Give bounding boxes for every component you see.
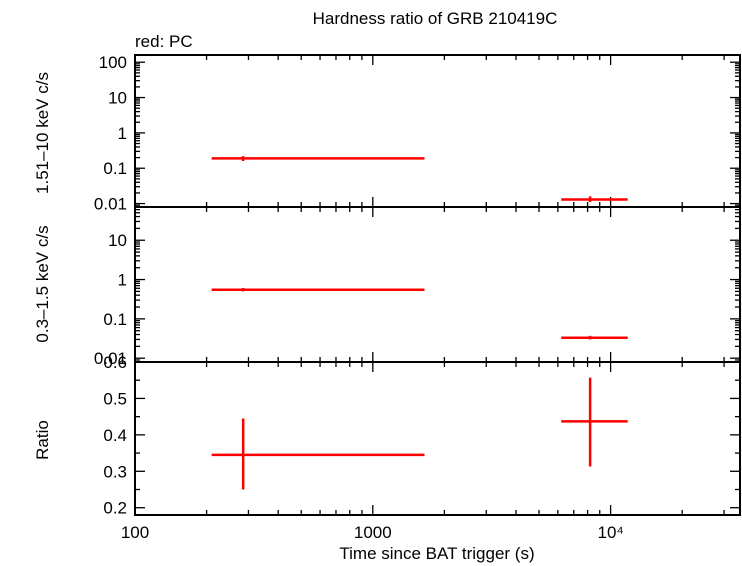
data-point [211,156,425,162]
y-tick-label: 0.01 [94,349,127,368]
panel-frame [134,206,741,363]
y-ticks [135,61,740,208]
data-point [561,377,628,467]
x-ticks [134,207,725,362]
y-tick-label: 10 [108,89,127,108]
panel-frame [134,54,741,208]
y-tick-label: 0.5 [103,389,127,408]
data-point [561,335,628,340]
y-tick-label: 0.3 [103,462,127,481]
y-axis-label: 1.51–10 keV c/s [33,72,52,194]
y-tick-label: 1 [118,124,127,143]
y-ticks [135,206,740,363]
y-tick-label: 0.4 [103,426,127,445]
x-ticks [134,55,725,207]
panel-top: 0.01 0.1 1 10 100 1.51–10 keV c/s [33,53,741,214]
x-axis-label: Time since BAT trigger (s) [339,544,534,563]
y-tick-label: 100 [99,53,127,72]
y-tick-label: 1 [118,271,127,290]
data-point [211,287,425,292]
panel-bottom: 0.2 0.3 0.4 0.5 0.6 100 1000 10⁴ Ratio [33,353,741,542]
y-tick-label: 10 [108,231,127,250]
data-point [211,418,425,490]
y-tick-label: 0.6 [103,353,127,372]
series-pc [211,377,628,490]
y-tick-label: 0.2 [103,499,127,518]
x-ticks [134,362,725,515]
data-point [561,196,628,203]
chart-title: Hardness ratio of GRB 210419C [313,9,558,28]
legend-label: red: PC [135,32,193,51]
series-pc [211,156,628,203]
y-tick-label: 0.1 [103,310,127,329]
y-ticks [135,361,740,509]
series-pc [211,287,628,340]
x-tick-label: 100 [121,523,149,542]
y-axis-label: 0.3–1.5 keV c/s [33,225,52,342]
y-axis-label: Ratio [33,420,52,460]
panel-frame [134,361,741,516]
x-tick-label: 10⁴ [598,523,624,542]
y-tick-label: 0.01 [94,195,127,214]
panel-middle: 0.01 0.1 1 10 0.3–1.5 keV c/s [33,206,741,368]
x-tick-label: 1000 [354,523,392,542]
y-tick-label: 0.1 [103,159,127,178]
